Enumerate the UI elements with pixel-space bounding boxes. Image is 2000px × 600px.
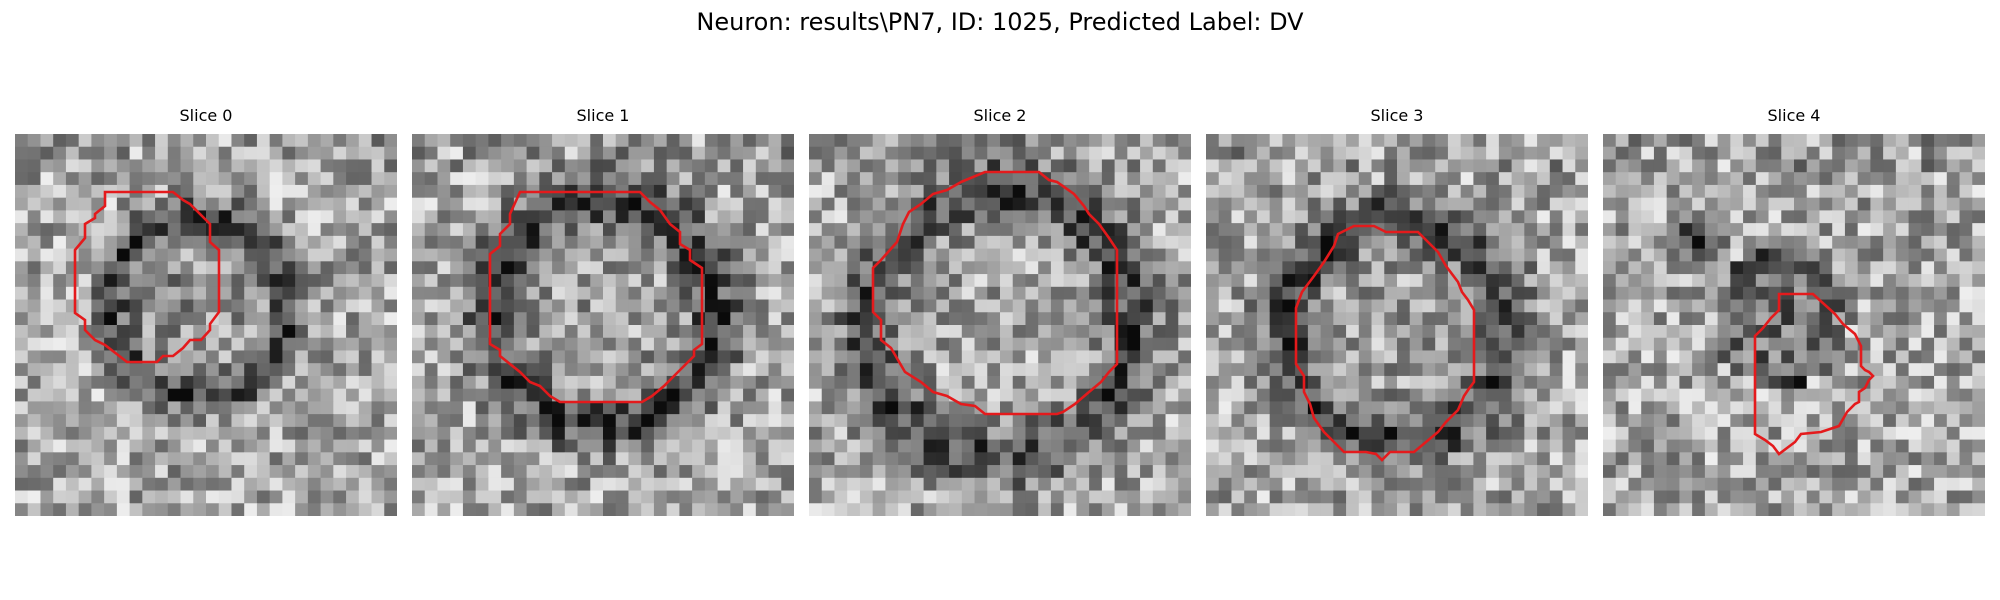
segmentation-contour bbox=[73, 190, 221, 364]
slice-title: Slice 1 bbox=[576, 106, 630, 125]
slice-title: Slice 4 bbox=[1767, 106, 1821, 125]
slice-panel-4: Slice 4 bbox=[1603, 106, 1985, 524]
segmentation-contour bbox=[1753, 292, 1875, 456]
pixel-grid bbox=[1603, 134, 1985, 516]
segmentation-contour bbox=[871, 170, 1119, 416]
segmentation-contour bbox=[488, 190, 704, 404]
slice-panel-2: Slice 2 bbox=[809, 106, 1191, 524]
slice-image bbox=[1603, 134, 1985, 516]
slice-image bbox=[15, 134, 397, 516]
slice-panel-0: Slice 0 bbox=[15, 106, 397, 524]
slice-image bbox=[809, 134, 1191, 516]
slice-title: Slice 0 bbox=[179, 106, 233, 125]
pixel-grid bbox=[1206, 134, 1588, 516]
slice-image bbox=[412, 134, 794, 516]
slice-title: Slice 2 bbox=[973, 106, 1027, 125]
pixel-grid bbox=[15, 134, 397, 516]
figure-title: Neuron: results\PN7, ID: 1025, Predicted… bbox=[696, 8, 1304, 36]
slice-panel-3: Slice 3 bbox=[1206, 106, 1588, 524]
slice-image bbox=[1206, 134, 1588, 516]
slice-panel-1: Slice 1 bbox=[412, 106, 794, 524]
pixel-grid bbox=[412, 134, 794, 516]
segmentation-contour bbox=[1294, 224, 1476, 462]
pixel-grid bbox=[809, 134, 1191, 516]
slice-title: Slice 3 bbox=[1370, 106, 1424, 125]
